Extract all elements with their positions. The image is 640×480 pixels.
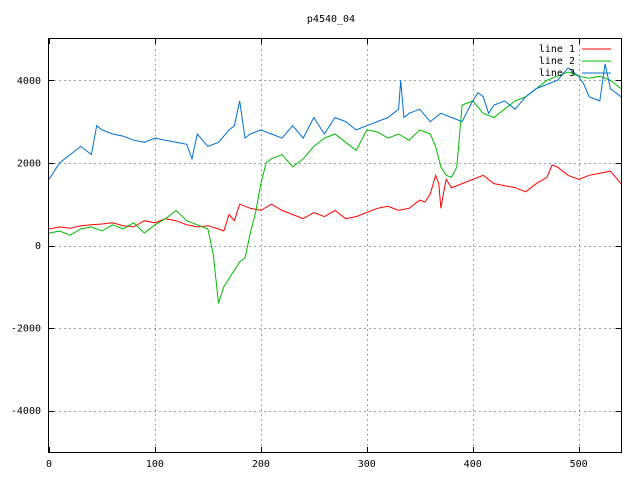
legend-label: line 1 xyxy=(539,44,575,55)
y-tick-label: -2000 xyxy=(11,324,41,335)
y-tick-label: 4000 xyxy=(17,76,41,87)
chart-title: p4540_04 xyxy=(307,14,355,25)
y-tick-label: 2000 xyxy=(17,158,41,169)
series-line-2 xyxy=(48,71,622,304)
x-tick-label: 400 xyxy=(464,459,482,470)
series-lines xyxy=(48,63,622,304)
x-tick-label: 500 xyxy=(570,459,588,470)
x-tick-label: 100 xyxy=(146,459,164,470)
y-tick-label: 0 xyxy=(35,241,41,252)
series-line-3 xyxy=(48,63,622,180)
legend-label: line 2 xyxy=(539,56,575,67)
axis-ticks: 0 100 200 300 400 500 -4000 -2000 0 2000 4000 xyxy=(11,39,621,470)
legend-label: line 3 xyxy=(539,68,575,79)
grid-lines xyxy=(49,39,621,452)
x-tick-label: 300 xyxy=(358,459,376,470)
x-tick-label: 200 xyxy=(252,459,270,470)
plot-frame xyxy=(48,38,622,453)
y-tick-label: -4000 xyxy=(11,406,41,417)
series-line-1 xyxy=(48,164,622,232)
x-tick-label: 0 xyxy=(46,459,52,470)
